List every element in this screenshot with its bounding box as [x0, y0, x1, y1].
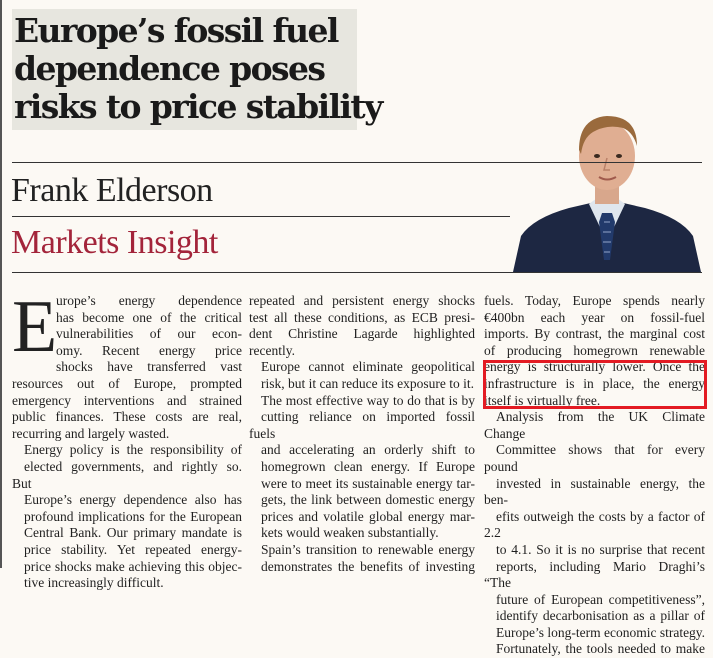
paragraph: fuels. Today, Europe spends nearly €400b…: [484, 293, 705, 409]
headline: Europe’s fossil fuel dependence poses ri…: [14, 11, 383, 126]
text-line: were to meet its sustainable energy tar-: [261, 475, 475, 491]
text-line: fuels. Today, Europe spends nearly: [484, 293, 705, 308]
text-line: gets, the link between domestic energy: [261, 492, 475, 508]
text-line: demonstrates the benefits of investing: [261, 558, 475, 574]
text-line: The most effective way to do that is by: [261, 392, 475, 408]
text-line: prices and volatile global energy mar-: [261, 508, 475, 524]
byline-divider-rule: [12, 216, 510, 217]
text-line: Analysis from the UK Climate Change: [484, 409, 705, 441]
text-line: Europe’s energy dependence also has: [24, 492, 242, 508]
text-line: risk, but it can reduce its exposure to …: [261, 375, 474, 391]
paragraph: Energy policy is the responsibility of e…: [12, 442, 242, 591]
highlighted-text-line: itself is virtually free.: [484, 392, 601, 408]
dropcap-paragraph: E urope’s energy dependence has become o…: [12, 286, 242, 376]
headline-highlight: [12, 9, 357, 130]
text-line: reports, including Mario Draghi’s “The: [484, 558, 705, 591]
text-line: Central Bank. Our primary mandate is: [24, 525, 242, 541]
author-name[interactable]: Frank Elderson: [11, 172, 213, 209]
text-line: €400bn each year on fossil-fuel: [484, 309, 705, 325]
text-line: Energy policy is the responsibility of: [24, 442, 242, 458]
text-line: omy. Recent energy price: [56, 342, 242, 358]
highlighted-text-line: energy is structurally lower. Once the: [484, 359, 705, 375]
text-line: Spain’s transition to renewable energy: [261, 541, 475, 557]
text-line: kets would weaken substantially.: [261, 525, 439, 541]
text-line: Europe cannot eliminate geopolitical: [261, 359, 475, 375]
article-column-1: E urope’s energy dependence has become o…: [12, 286, 242, 592]
text-line: public finances. These costs are real,: [12, 409, 242, 425]
text-line: elected governments, and rightly so. But: [12, 458, 242, 491]
text-line: dent Christine Lagarde highlighted: [249, 326, 475, 342]
dropcap-lines: urope’s energy dependence has become one…: [56, 293, 242, 376]
text-line: price stability. Yet repeated energy-: [24, 541, 242, 557]
headline-line-3: risks to price stability: [14, 87, 383, 126]
text-line: vulnerabilities of our econ-: [56, 326, 242, 342]
text-line: Europe’s long-term economic strategy.: [496, 624, 706, 640]
text-line: future of European competitiveness”,: [496, 591, 705, 607]
text-line: of producing homegrown renewable: [484, 342, 705, 358]
text-line: and accelerating an orderly shift to: [261, 442, 475, 458]
text-line: resources out of Europe, prompted: [12, 375, 242, 391]
headline-line-2: dependence poses: [14, 49, 326, 88]
article-column-2: repeated and persistent energy shocks te…: [249, 293, 475, 575]
paragraph: Europe cannot eliminate geopolitical ris…: [249, 359, 475, 392]
highlighted-text-line: infrastructure is in place, the energy: [484, 375, 705, 391]
text-line: identify decarbonisation as a pillar of: [496, 608, 705, 624]
text-line: recently.: [249, 342, 295, 358]
text-line: invested in sustainable energy, the ben-: [484, 475, 705, 508]
text-line: profound implications for the European: [24, 508, 242, 524]
text-line: price shocks make achieving this objec-: [24, 558, 242, 574]
paragraph: Fortunately, the tools needed to make: [484, 641, 705, 658]
paragraph: repeated and persistent energy shocks te…: [249, 293, 475, 359]
text-line: homegrown clean energy. If Europe: [261, 458, 475, 474]
byline-bottom-rule: [12, 272, 702, 273]
author-photo: [511, 110, 703, 272]
column-name[interactable]: Markets Insight: [11, 224, 218, 261]
text-line: cutting reliance on imported fossil fuel…: [249, 409, 475, 441]
author-portrait-image: [511, 110, 703, 272]
text-line: to 4.1. So it is no surprise that recent: [496, 541, 705, 557]
text-line: repeated and persistent energy shocks: [249, 293, 475, 308]
text-line: emergency interventions and strained: [12, 392, 242, 408]
text-line: shocks have transferred vast: [56, 359, 242, 375]
headline-line-1: Europe’s fossil fuel: [14, 11, 339, 50]
text-line: efits outweigh the costs by a factor of …: [484, 508, 705, 541]
page-left-rule: [0, 0, 2, 568]
paragraph: Spain’s transition to renewable energy d…: [249, 542, 475, 575]
text-line: Fortunately, the tools needed to make: [496, 641, 705, 657]
byline-top-rule: [12, 162, 702, 163]
article-column-3: fuels. Today, Europe spends nearly €400b…: [484, 293, 705, 658]
text-line: imports. By contrast, the marginal cost: [484, 326, 705, 342]
text-line: Committee shows that for every pound: [484, 442, 705, 474]
text-line: tive increasingly difficult.: [24, 575, 164, 591]
text-line: recurring and largely wasted.: [12, 425, 170, 441]
text-line: urope’s energy dependence: [56, 293, 242, 308]
text-line: has become one of the critical: [56, 309, 242, 325]
red-highlight-box: [483, 360, 707, 409]
paragraph: The most effective way to do that is by …: [249, 393, 475, 542]
text-line: test all these conditions, as ECB presi-: [249, 309, 475, 325]
drop-cap: E: [12, 286, 58, 368]
paragraph: resources out of Europe, prompted emerge…: [12, 376, 242, 442]
paragraph: Analysis from the UK Climate Change Comm…: [484, 409, 705, 641]
